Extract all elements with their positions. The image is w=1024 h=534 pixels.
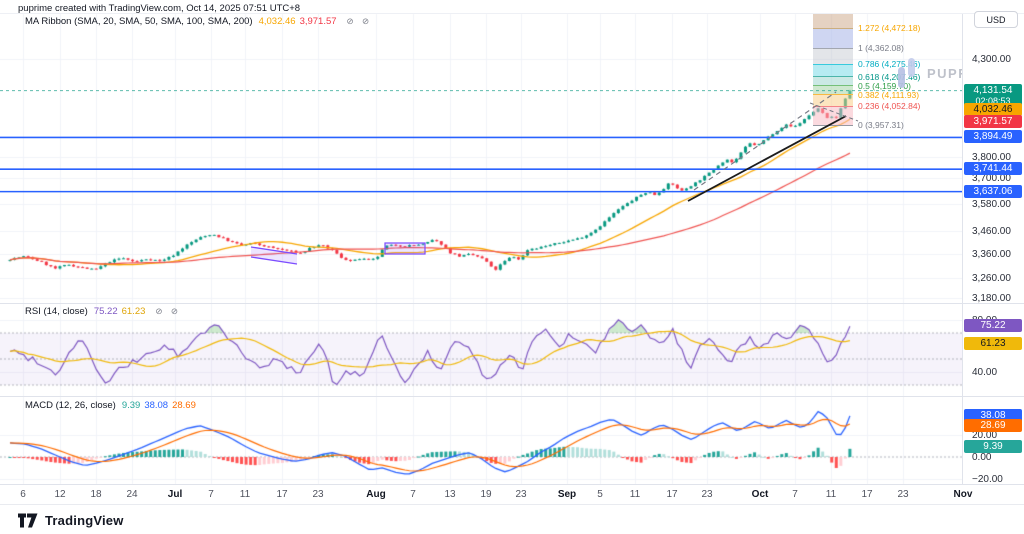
time-axis-label: Nov: [953, 489, 973, 500]
time-axis-separator: [0, 484, 1024, 485]
time-axis-label: 23: [701, 489, 713, 500]
legend-value: 38.08: [144, 400, 169, 411]
time-axis-label: 24: [126, 489, 138, 500]
price-axis-label: 3,360.00: [972, 249, 1011, 261]
price-badge: 38.08: [964, 408, 1022, 422]
legend-value: 61.23: [121, 306, 146, 317]
rsi-legend[interactable]: RSI (14, close) 75.22 61.23 ⊘ ⊘: [25, 306, 181, 317]
time-axis-label: 7: [792, 489, 798, 500]
hidden-values-icon[interactable]: ⊘ ⊘: [346, 16, 373, 26]
rsi-legend-values: 75.22 61.23: [94, 306, 150, 317]
bottom-bar: TradingView: [0, 504, 1024, 534]
time-axis-label: 7: [208, 489, 214, 500]
legend-value: 3,971.57: [299, 16, 337, 27]
rsi-legend-title: RSI (14, close): [25, 306, 88, 317]
time-axis-label: 5: [597, 489, 603, 500]
price-badge: 3,971.57: [964, 114, 1022, 128]
countdown-timer: 02:08:53: [975, 95, 1011, 106]
time-axis-label: 18: [90, 489, 102, 500]
time-axis-label: 23: [515, 489, 527, 500]
tradingview-logo[interactable]: TradingView: [18, 513, 124, 528]
price-badge: 61.23: [964, 337, 1022, 351]
ma-ribbon-legend-values: 4,032.46 3,971.57: [259, 16, 341, 27]
price-badge: 75.22: [964, 319, 1022, 333]
time-axis-label: 11: [239, 489, 251, 500]
macd-axis-label: 20.00: [972, 430, 998, 442]
time-axis-label: 17: [276, 489, 288, 500]
time-axis-label: Sep: [557, 489, 577, 500]
ma-ribbon-legend-title: MA Ribbon (SMA, 20, SMA, 50, SMA, 100, S…: [25, 16, 253, 27]
price-badge: 3,741.44: [964, 162, 1022, 176]
tradingview-logo-text: TradingView: [45, 512, 124, 528]
pane-separator[interactable]: [0, 303, 1024, 304]
rsi-axis-label: 40.00: [972, 367, 998, 378]
ma-ribbon-legend[interactable]: MA Ribbon (SMA, 20, SMA, 50, SMA, 100, S…: [25, 16, 372, 27]
time-axis-label: Jul: [167, 489, 183, 500]
macd-legend[interactable]: MACD (12, 26, close) 9.39 38.08 28.69: [25, 400, 200, 411]
price-axis-label: 3,460.00: [972, 226, 1011, 238]
currency-toggle-button[interactable]: USD: [974, 11, 1018, 28]
price-badge: 3,637.06: [964, 184, 1022, 198]
time-axis-label: Oct: [751, 489, 769, 500]
hidden-values-icon[interactable]: ⊘ ⊘: [155, 306, 181, 316]
macd-legend-values: 9.39 38.08 28.69: [122, 400, 200, 411]
time-axis-label: 17: [666, 489, 678, 500]
time-axis-label: 11: [825, 489, 837, 500]
time-axis-label: 13: [444, 489, 456, 500]
legend-value: 75.22: [93, 306, 118, 317]
price-axis-label: 3,260.00: [972, 273, 1011, 285]
price-badge: 4,131.54 02:08:53: [964, 83, 1022, 107]
time-axis-label: 19: [480, 489, 492, 500]
price-badge: 9.39: [964, 439, 1022, 453]
time-axis-label: 17: [861, 489, 873, 500]
time-axis-label: 6: [20, 489, 26, 500]
time-axis-label: 12: [54, 489, 66, 500]
price-axis-label: 3,580.00: [972, 199, 1011, 211]
time-axis-label: Aug: [366, 489, 386, 500]
price-chart-canvas[interactable]: [0, 0, 962, 534]
legend-value: 28.69: [172, 400, 196, 411]
price-axis-label: 3,800.00: [972, 151, 1011, 163]
price-badge: 28.69: [964, 419, 1022, 432]
price-badge: 4,032.46: [964, 102, 1022, 116]
macd-legend-title: MACD (12, 26, close): [25, 400, 116, 411]
legend-value: 9.39: [121, 400, 141, 411]
macd-axis-label: −20.00: [972, 473, 1003, 485]
pane-separator[interactable]: [0, 396, 1024, 397]
time-axis-label: 11: [629, 489, 641, 500]
time-axis-label: 23: [897, 489, 909, 500]
time-axis-label: 7: [410, 489, 416, 500]
price-axis-label: 3,180.00: [972, 293, 1011, 304]
price-axis-label: 4,300.00: [972, 54, 1011, 65]
price-axis-label: 3,700.00: [972, 173, 1011, 185]
price-badge: 3,894.49: [964, 130, 1022, 144]
price-axis[interactable]: 4,300.00 3,800.00 3,700.00 3,580.00 3,460.00…: [962, 14, 1024, 504]
time-axis-label: 23: [312, 489, 324, 500]
tradingview-logo-icon: [18, 513, 38, 527]
time-axis[interactable]: 6 12 18 24 Jul 7 11 17 23 Aug 7 13 19 23 Sep 5 11 17 23 Oct…: [0, 485, 1024, 504]
legend-value: 4,032.46: [258, 16, 296, 27]
macd-axis-label: 0.00: [972, 452, 992, 463]
